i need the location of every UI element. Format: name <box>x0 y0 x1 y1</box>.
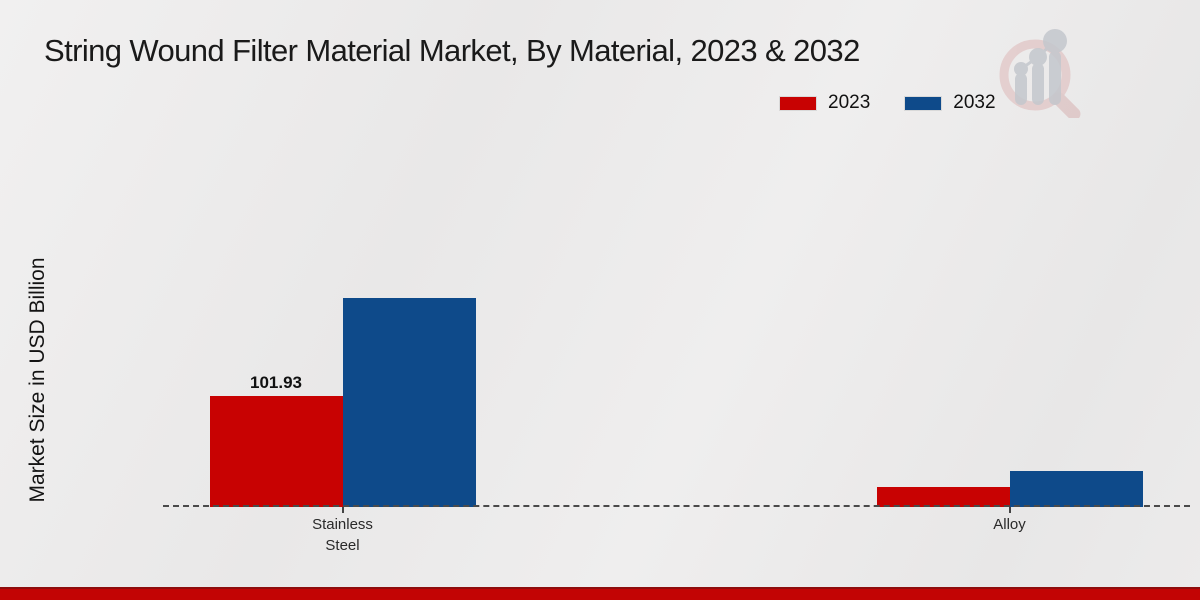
x-category-label-alloy: Alloy <box>993 516 1026 533</box>
bar-2023-stainless-steel <box>209 396 343 507</box>
x-axis-baseline <box>163 505 1190 507</box>
bar-2032-stainless-steel <box>342 298 476 507</box>
bar-2023-alloy <box>876 487 1010 507</box>
bar-chart-magnifier-logo <box>999 29 1081 118</box>
bar-2032-alloy <box>1009 471 1143 507</box>
x-category-label-stainless-steel: Stainless Steel <box>312 516 373 554</box>
legend-item-2032: 2032 <box>904 92 996 114</box>
footer-accent-bar <box>0 587 1200 600</box>
x-tick-alloy <box>1008 507 1011 513</box>
x-tick-stainless-steel <box>341 507 344 513</box>
legend-label-2023: 2023 <box>828 92 871 113</box>
magnifier-icon <box>999 39 1081 118</box>
bar-trend-icon <box>1014 29 1067 105</box>
legend-label-2032: 2032 <box>953 92 996 113</box>
legend-swatch-2023 <box>779 95 817 111</box>
bar-value-label-2023-stainless-steel: 101.93 <box>250 373 302 392</box>
legend-item-2023: 2023 <box>779 92 870 114</box>
legend-swatch-2032 <box>904 95 943 111</box>
chart-title: String Wound Filter Material Market, By … <box>44 33 860 68</box>
legend: 2023 2032 <box>779 92 996 114</box>
